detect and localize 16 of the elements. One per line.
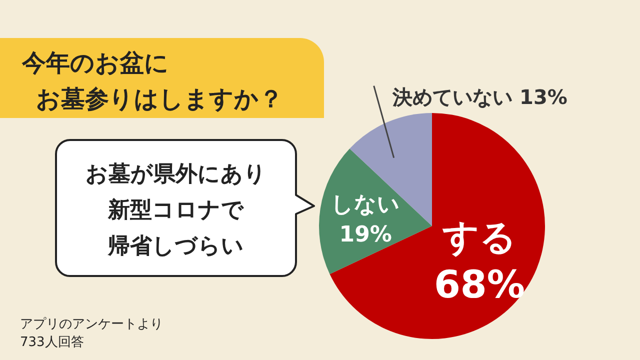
text: お墓が県外にあり [86, 162, 266, 187]
slice-label: する [441, 217, 516, 258]
data-label: 13% [520, 85, 568, 109]
pie-slice [319, 148, 432, 274]
pie-slice [330, 113, 545, 339]
text: アプリのアンケートより [20, 317, 163, 332]
data-label: 19% [339, 222, 392, 248]
text: 帰省しづらい [107, 234, 244, 259]
pie-slice [350, 113, 432, 226]
text: 新型コロナで [107, 197, 244, 223]
chart-subtitle: お墓参りはしますか？ [36, 85, 283, 113]
slice-label: しない [331, 192, 400, 218]
slice-label: 決めていない [392, 85, 513, 109]
data-label: 68% [434, 262, 525, 306]
text: 733人回答 [20, 335, 84, 350]
text: 今年のお盆に [21, 49, 169, 77]
